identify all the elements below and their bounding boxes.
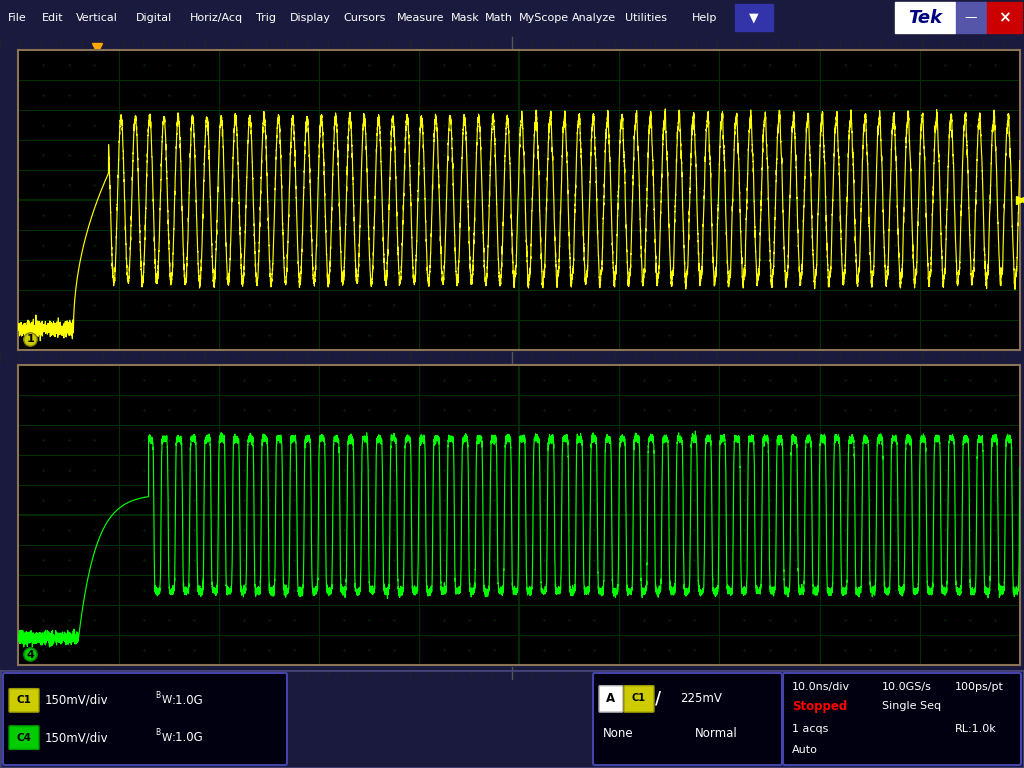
Text: Analyze: Analyze bbox=[572, 13, 616, 23]
Text: Auto: Auto bbox=[792, 746, 818, 756]
Text: —: — bbox=[965, 12, 977, 25]
Text: 4: 4 bbox=[27, 650, 35, 660]
Text: Vertical: Vertical bbox=[76, 13, 118, 23]
Text: Digital: Digital bbox=[136, 13, 172, 23]
Text: /: / bbox=[655, 690, 662, 707]
FancyBboxPatch shape bbox=[9, 689, 39, 712]
Text: 1: 1 bbox=[27, 335, 35, 345]
Text: 10.0ns/div: 10.0ns/div bbox=[792, 682, 850, 692]
Text: Help: Help bbox=[692, 13, 718, 23]
Text: Edit: Edit bbox=[42, 13, 63, 23]
Text: MyScope: MyScope bbox=[518, 13, 568, 23]
Bar bbox=[987, 2, 1022, 33]
Text: 150mV/div: 150mV/div bbox=[45, 731, 109, 744]
Text: Math: Math bbox=[484, 13, 512, 23]
FancyBboxPatch shape bbox=[3, 673, 287, 765]
Text: 1 acqs: 1 acqs bbox=[792, 723, 828, 733]
Text: C4: C4 bbox=[16, 733, 32, 743]
Text: 10.0GS/s: 10.0GS/s bbox=[882, 682, 932, 692]
Text: File: File bbox=[8, 13, 27, 23]
Bar bbox=[956, 2, 986, 33]
Text: :1.0G: :1.0G bbox=[172, 731, 204, 744]
Text: W: W bbox=[162, 733, 172, 743]
Text: C1: C1 bbox=[632, 694, 646, 703]
Text: :1.0G: :1.0G bbox=[172, 694, 204, 707]
Text: ▼: ▼ bbox=[750, 12, 759, 25]
Text: A: A bbox=[606, 692, 615, 705]
Text: Single Seq: Single Seq bbox=[882, 701, 941, 711]
Text: W: W bbox=[162, 695, 172, 705]
Text: 100ps/pt: 100ps/pt bbox=[955, 682, 1004, 692]
Text: Horiz/Acq: Horiz/Acq bbox=[189, 13, 243, 23]
Bar bbox=[735, 4, 773, 31]
Text: Trig: Trig bbox=[256, 13, 276, 23]
Text: RL:1.0k: RL:1.0k bbox=[955, 723, 996, 733]
Text: Normal: Normal bbox=[695, 727, 737, 740]
Text: Tek: Tek bbox=[908, 9, 942, 27]
FancyBboxPatch shape bbox=[9, 726, 39, 750]
Text: ×: × bbox=[997, 11, 1011, 25]
FancyBboxPatch shape bbox=[783, 673, 1021, 765]
Text: B: B bbox=[155, 728, 160, 737]
Text: C1: C1 bbox=[16, 695, 32, 705]
Text: Cursors: Cursors bbox=[343, 13, 386, 23]
FancyBboxPatch shape bbox=[599, 686, 623, 712]
Text: None: None bbox=[603, 727, 634, 740]
Text: Measure: Measure bbox=[397, 13, 444, 23]
FancyBboxPatch shape bbox=[593, 673, 782, 765]
Text: Stopped: Stopped bbox=[792, 700, 847, 713]
Text: Display: Display bbox=[290, 13, 331, 23]
Text: Mask: Mask bbox=[451, 13, 479, 23]
Text: Utilities: Utilities bbox=[626, 13, 668, 23]
Text: B: B bbox=[155, 691, 160, 700]
Text: 225mV: 225mV bbox=[680, 692, 722, 705]
Text: 150mV/div: 150mV/div bbox=[45, 694, 109, 707]
FancyBboxPatch shape bbox=[624, 686, 654, 712]
Bar bbox=[895, 2, 955, 33]
